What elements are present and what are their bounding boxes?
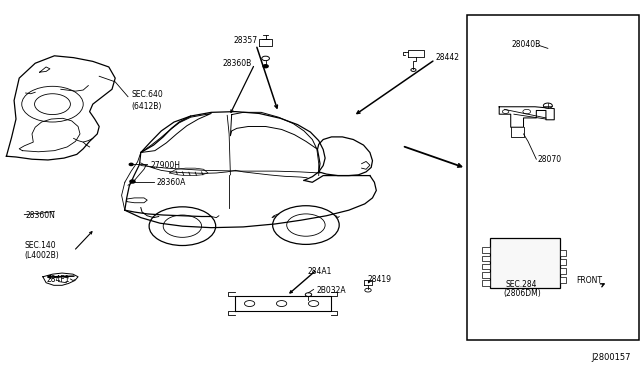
Text: 28419: 28419 bbox=[368, 275, 392, 284]
Text: 284A1: 284A1 bbox=[307, 267, 332, 276]
Circle shape bbox=[130, 180, 135, 183]
Text: SEC.284: SEC.284 bbox=[506, 280, 537, 289]
Bar bbox=[482, 264, 490, 269]
Text: SEC.640: SEC.640 bbox=[131, 90, 163, 99]
Bar bbox=[482, 280, 490, 286]
Circle shape bbox=[129, 163, 133, 166]
Text: 28360N: 28360N bbox=[26, 211, 56, 220]
Bar bbox=[560, 259, 566, 265]
Text: 28360A: 28360A bbox=[157, 178, 186, 187]
Circle shape bbox=[263, 65, 268, 68]
Text: 284F1: 284F1 bbox=[46, 275, 70, 283]
Bar bbox=[482, 247, 490, 253]
Text: 28040B: 28040B bbox=[512, 40, 541, 49]
Bar bbox=[482, 272, 490, 278]
Text: 28360B: 28360B bbox=[223, 60, 252, 68]
Bar bbox=[560, 250, 566, 256]
Text: (L4002B): (L4002B) bbox=[24, 251, 59, 260]
Text: 28357: 28357 bbox=[234, 36, 258, 45]
Bar bbox=[467, 15, 639, 340]
Text: 28442: 28442 bbox=[435, 53, 460, 62]
Text: (6412B): (6412B) bbox=[131, 102, 161, 110]
Text: J2800157: J2800157 bbox=[591, 353, 630, 362]
Text: (2806DM): (2806DM) bbox=[504, 289, 541, 298]
Text: 2B032A: 2B032A bbox=[317, 286, 346, 295]
Text: 27900H: 27900H bbox=[150, 161, 180, 170]
Text: SEC.140: SEC.140 bbox=[24, 241, 56, 250]
Bar bbox=[490, 238, 560, 288]
Bar bbox=[482, 256, 490, 261]
Text: 28070: 28070 bbox=[538, 155, 562, 164]
Text: FRONT: FRONT bbox=[576, 276, 602, 285]
Bar bbox=[560, 277, 566, 283]
Bar bbox=[560, 268, 566, 274]
